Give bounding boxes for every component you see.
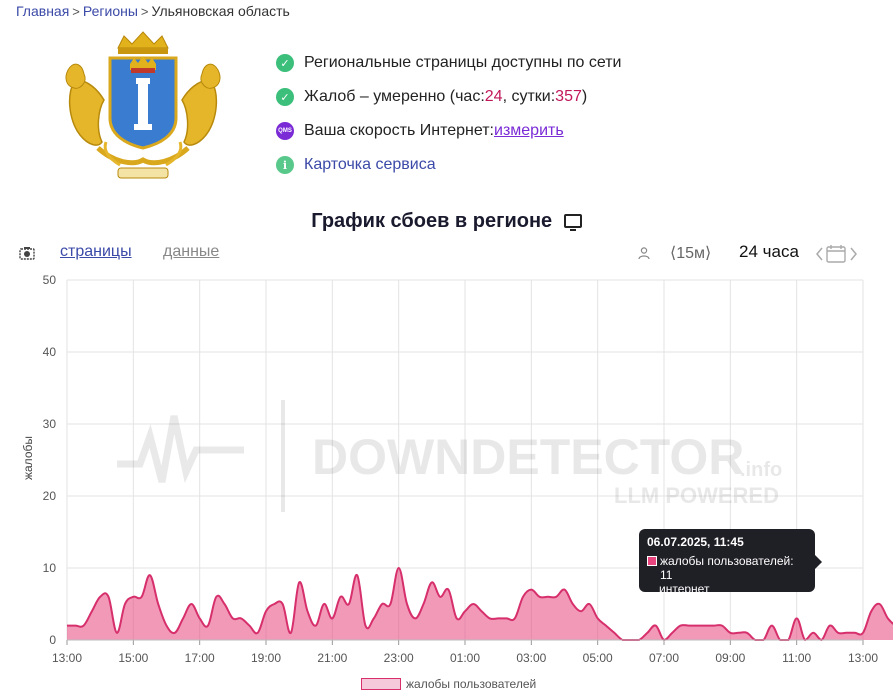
x-tick-label: 01:00	[450, 651, 480, 665]
check-icon: ✓	[276, 88, 294, 106]
speed-prefix: Ваша скорость Интернет:	[304, 122, 494, 139]
status-list: ✓ Региональные страницы доступны по сети…	[276, 46, 621, 182]
tooltip-swatch	[647, 556, 657, 566]
x-tick-label: 07:00	[649, 651, 679, 665]
chart-tooltip: 06.07.2025, 11:45 жалобы пользователей: …	[639, 529, 822, 596]
legend-swatch	[361, 678, 401, 690]
x-tick-label: 03:00	[516, 651, 546, 665]
complaints-hour: 24	[484, 88, 503, 105]
x-tick-label: 15:00	[118, 651, 148, 665]
complaints-suffix: )	[581, 88, 588, 105]
y-tick-label: 30	[43, 417, 57, 431]
tab-pages[interactable]: страницы	[60, 243, 132, 260]
complaints-prefix: Жалоб – умеренно (час:	[304, 88, 485, 105]
tab-data[interactable]: данные	[163, 243, 220, 260]
watermark: DOWNDETECTOR .info LLM POWERED	[117, 400, 782, 512]
x-tick-label: 21:00	[317, 651, 347, 665]
y-tick-label: 10	[43, 561, 57, 575]
chevron-right-icon: >	[72, 3, 80, 19]
watermark-brand: DOWNDETECTOR	[312, 429, 744, 485]
axis-ticks: 0 10 20 30 40 50 13:00 15:00 17:00 19:00 21:00 23:0…	[43, 273, 879, 665]
breadcrumb-current: Ульяновская область	[151, 3, 290, 19]
status-pages-text: Региональные страницы доступны по сети	[304, 54, 622, 71]
watermark-sub: LLM POWERED	[614, 483, 779, 508]
user-icon[interactable]	[637, 246, 651, 260]
x-tick-label: 13:00	[52, 651, 82, 665]
chart-legend[interactable]: жалобы пользователей	[361, 677, 536, 691]
y-axis-label: жалобы	[21, 436, 35, 480]
check-icon: ✓	[276, 54, 294, 72]
x-tick-label: 11:00	[782, 651, 811, 665]
breadcrumb: Главная > Регионы > Ульяновская область	[16, 3, 290, 19]
breadcrumb-home[interactable]: Главная	[16, 3, 70, 19]
camera-icon[interactable]	[19, 246, 35, 260]
info-icon: i	[276, 156, 294, 174]
y-tick-label: 40	[43, 345, 57, 359]
outage-chart[interactable]: DOWNDETECTOR .info LLM POWERED 0 10 20 30 40…	[0, 266, 893, 677]
watermark-suffix: .info	[740, 459, 782, 481]
x-tick-label: 17:00	[185, 651, 215, 665]
x-tick-label: 05:00	[583, 651, 613, 665]
series-area	[67, 568, 893, 640]
tooltip-line2: интернет	[659, 582, 710, 596]
calendar-icon[interactable]	[815, 244, 859, 264]
breadcrumb-regions[interactable]: Регионы	[82, 3, 138, 19]
chevron-right-icon: >	[140, 3, 149, 19]
x-tick-label: 13:00	[848, 651, 878, 665]
speed-measure-link[interactable]: измерить	[494, 122, 564, 139]
y-tick-label: 0	[49, 633, 56, 647]
y-tick-label: 50	[43, 273, 57, 287]
monitor-icon	[563, 214, 582, 231]
chart-title-text: График сбоев в регионе	[311, 210, 553, 232]
status-service-card: i Карточка сервиса	[276, 148, 621, 182]
x-tick-label: 09:00	[715, 651, 745, 665]
tooltip-line1: жалобы пользователей: 11	[660, 554, 794, 582]
chart-title: График сбоев в регионе	[0, 210, 893, 233]
complaints-mid: , сутки:	[502, 88, 556, 105]
speedtest-icon: QMS	[276, 122, 294, 140]
x-tick-label: 19:00	[251, 651, 281, 665]
complaints-day: 357	[555, 88, 582, 105]
status-pages: ✓ Региональные страницы доступны по сети	[276, 46, 621, 80]
period-selector[interactable]: 24 часа	[739, 242, 799, 261]
y-tick-label: 20	[43, 489, 57, 503]
chart-toolbar: страницы данные ⟨15м⟩ 24 часа	[0, 240, 893, 266]
series-line	[67, 566, 893, 642]
status-complaints: ✓ Жалоб – умеренно (час: 24 , сутки: 357…	[276, 80, 621, 114]
x-tick-label: 23:00	[384, 651, 414, 665]
interval-selector[interactable]: ⟨15м⟩	[670, 245, 712, 262]
region-emblem-icon	[65, 31, 221, 179]
tooltip-date: 06.07.2025, 11:45	[647, 535, 744, 549]
legend-label: жалобы пользователей	[406, 677, 537, 691]
service-card-link[interactable]: Карточка сервиса	[304, 156, 436, 173]
status-speed: QMS Ваша скорость Интернет: измерить	[276, 114, 621, 148]
